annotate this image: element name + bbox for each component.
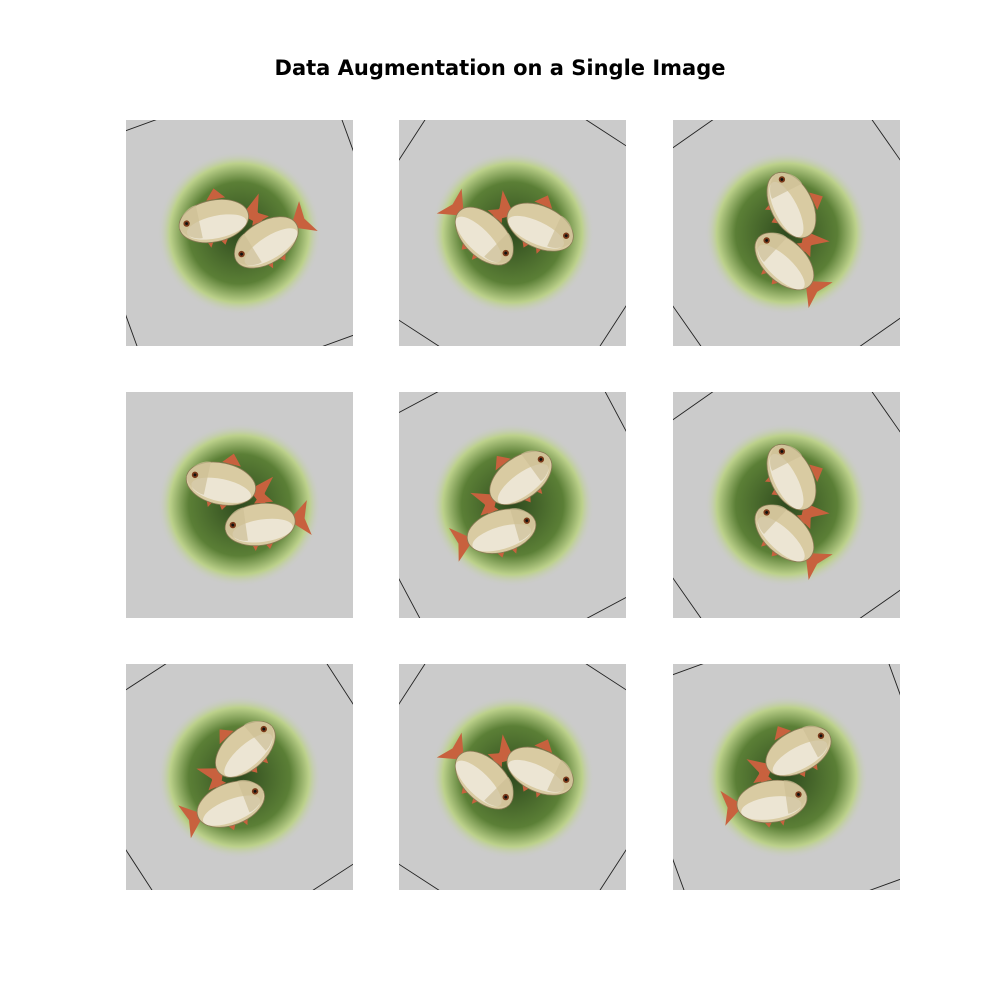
rotated-photo bbox=[126, 120, 353, 346]
augmented-image-4 bbox=[126, 392, 353, 618]
augmented-image-8 bbox=[399, 664, 626, 890]
augmented-image-2 bbox=[399, 120, 626, 346]
rotated-photo bbox=[673, 120, 900, 346]
rotated-photo bbox=[126, 664, 353, 890]
augmented-image-6 bbox=[673, 392, 900, 618]
rotated-photo bbox=[399, 120, 626, 346]
rotated-photo bbox=[399, 392, 626, 618]
augmented-image-9 bbox=[673, 664, 900, 890]
augmented-image-5 bbox=[399, 392, 626, 618]
rotated-photo bbox=[126, 392, 353, 618]
rotated-photo bbox=[673, 392, 900, 618]
rotated-photo bbox=[399, 664, 626, 890]
augmented-image-1 bbox=[126, 120, 353, 346]
augmented-image-7 bbox=[126, 664, 353, 890]
augmented-image-3 bbox=[673, 120, 900, 346]
rotated-photo bbox=[673, 664, 900, 890]
figure-title: Data Augmentation on a Single Image bbox=[274, 56, 726, 80]
